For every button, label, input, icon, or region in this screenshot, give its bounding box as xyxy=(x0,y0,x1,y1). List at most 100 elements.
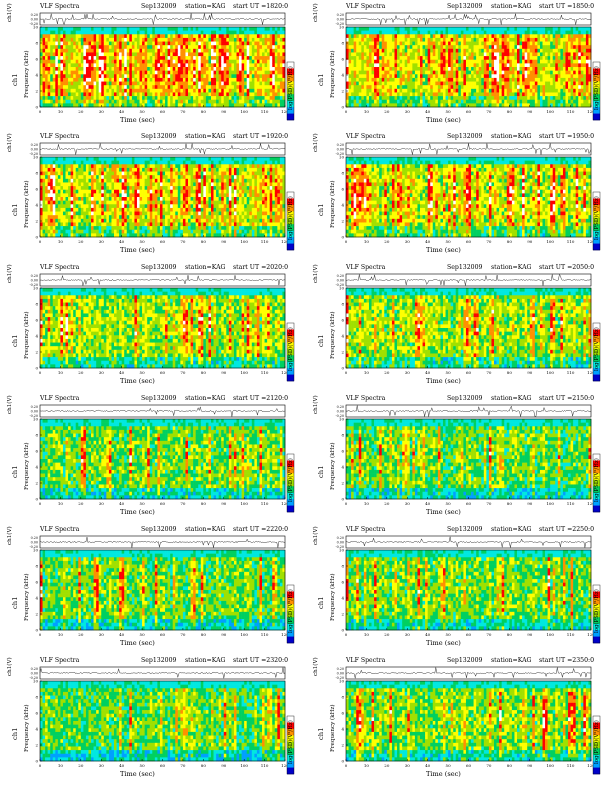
freq-tick-label: 10 xyxy=(339,285,345,290)
time-tick-label: 20 xyxy=(384,763,390,768)
spectrogram-ylabel: Frequency (kHz) xyxy=(330,180,336,228)
colorbar xyxy=(592,715,601,775)
time-tick-label: 60 xyxy=(160,370,166,375)
time-series-line xyxy=(345,274,592,286)
time-series-line xyxy=(345,536,592,548)
freq-tick-label: 2 xyxy=(35,349,38,354)
ut-value: 2120:0 xyxy=(266,395,288,402)
panel-start-time: start UT =2050:0 xyxy=(539,263,594,272)
colorbar-label: log(PSD)(V²/Hz) xyxy=(594,458,600,502)
colorbar xyxy=(592,61,601,121)
time-tick-label: 30 xyxy=(405,632,411,637)
colorbar-label: log(PSD)(V²/Hz) xyxy=(594,720,600,764)
time-tick-label: 40 xyxy=(425,632,431,637)
freq-tick-label: 6 xyxy=(341,579,344,584)
ts-tick-label: -0.20 xyxy=(30,414,38,418)
freq-tick-label: 2 xyxy=(341,218,344,223)
panel-title: VLF Spectra xyxy=(40,525,79,534)
time-series-line xyxy=(345,667,592,679)
time-tick-label: 50 xyxy=(140,370,146,375)
freq-tick-label: 6 xyxy=(341,317,344,322)
time-tick-label: 80 xyxy=(201,763,207,768)
ts-tick-label: 0.00 xyxy=(31,672,38,676)
ts-tick-label: -0.20 xyxy=(30,283,38,287)
time-tick-label: 30 xyxy=(405,501,411,506)
time-tick-label: 80 xyxy=(201,632,207,637)
panel-start-time: start UT =2150:0 xyxy=(539,394,594,403)
time-series-line xyxy=(39,406,286,417)
time-series-frame xyxy=(345,273,592,287)
time-tick-label: 120 xyxy=(587,632,595,637)
time-series-frame xyxy=(345,12,592,26)
time-tick-label: 60 xyxy=(466,370,472,375)
time-tick-label: 60 xyxy=(466,109,472,114)
time-tick-label: 0 xyxy=(39,763,42,768)
freq-tick-label: 6 xyxy=(35,317,38,322)
time-xlabel: Time (sec) xyxy=(120,639,155,647)
time-xlabel: Time (sec) xyxy=(120,116,155,124)
time-tick-label: 50 xyxy=(446,763,452,768)
freq-tick-label: 4 xyxy=(35,202,38,207)
time-tick-label: 90 xyxy=(527,632,533,637)
ut-value: 2020:0 xyxy=(266,264,288,271)
spectra-panel: VLF Spectra Sep132009 station=KAG start UT … xyxy=(306,261,601,387)
spectrogram-channel-label: ch1 xyxy=(11,334,19,347)
time-tick-label: 60 xyxy=(160,501,166,506)
time-tick-label: 10 xyxy=(58,763,64,768)
time-tick-label: 90 xyxy=(221,501,227,506)
ut-label: start UT = xyxy=(539,3,572,10)
freq-tick-label: 4 xyxy=(341,726,344,731)
time-tick-label: 100 xyxy=(240,109,248,114)
freq-tick-label: 10 xyxy=(33,416,39,421)
time-xlabel: Time (sec) xyxy=(426,639,461,647)
spectrogram-ylabel: Frequency (kHz) xyxy=(330,704,336,752)
time-tick-label: 90 xyxy=(221,109,227,114)
time-tick-label: 20 xyxy=(384,370,390,375)
time-tick-label: 70 xyxy=(180,763,186,768)
time-tick-label: 80 xyxy=(507,239,513,244)
ts-tick-label: -0.20 xyxy=(336,152,344,156)
time-tick-label: 120 xyxy=(587,239,595,244)
freq-tick-label: 6 xyxy=(35,579,38,584)
time-tick-label: 10 xyxy=(58,109,64,114)
time-tick-label: 40 xyxy=(425,763,431,768)
freq-tick-label: 8 xyxy=(35,563,38,568)
time-tick-label: 40 xyxy=(425,370,431,375)
time-tick-label: 70 xyxy=(180,239,186,244)
time-tick-label: 80 xyxy=(201,239,207,244)
time-tick-label: 60 xyxy=(160,109,166,114)
ts-tick-label: 0.20 xyxy=(31,13,38,17)
time-tick-label: 0 xyxy=(39,501,42,506)
panel-date: Sep132009 xyxy=(141,525,176,534)
time-tick-label: 100 xyxy=(546,501,554,506)
freq-tick-label: 4 xyxy=(341,464,344,469)
freq-tick-label: 4 xyxy=(35,72,38,77)
panel-header: VLF Spectra Sep132009 station=KAG start UT … xyxy=(40,394,288,403)
time-tick-label: 40 xyxy=(425,239,431,244)
time-tick-label: 100 xyxy=(546,239,554,244)
time-tick-label: 60 xyxy=(160,632,166,637)
spectra-panel: VLF Spectra Sep132009 station=KAG start UT … xyxy=(306,130,601,256)
panel-station: station=KAG xyxy=(185,656,226,665)
freq-tick-label: 8 xyxy=(35,170,38,175)
time-series-frame xyxy=(39,666,286,680)
spectra-panel: VLF Spectra Sep132009 station=KAG start UT … xyxy=(306,0,601,126)
freq-tick-label: 8 xyxy=(35,40,38,45)
spectrogram-channel-label: ch1 xyxy=(317,73,325,86)
freq-tick-label: 2 xyxy=(35,611,38,616)
time-tick-label: 100 xyxy=(240,370,248,375)
spectra-panel: VLF Spectra Sep132009 station=KAG start UT … xyxy=(0,0,295,126)
panel-station: station=KAG xyxy=(491,394,532,403)
panel-date: Sep132009 xyxy=(447,263,482,272)
time-tick-label: 110 xyxy=(567,109,575,114)
spectrogram-channel-label: ch1 xyxy=(317,727,325,740)
time-tick-label: 60 xyxy=(160,763,166,768)
ts-ylabel: ch1(V) xyxy=(313,133,319,152)
freq-tick-label: 4 xyxy=(35,464,38,469)
time-tick-label: 20 xyxy=(78,239,84,244)
time-tick-label: 10 xyxy=(364,370,370,375)
